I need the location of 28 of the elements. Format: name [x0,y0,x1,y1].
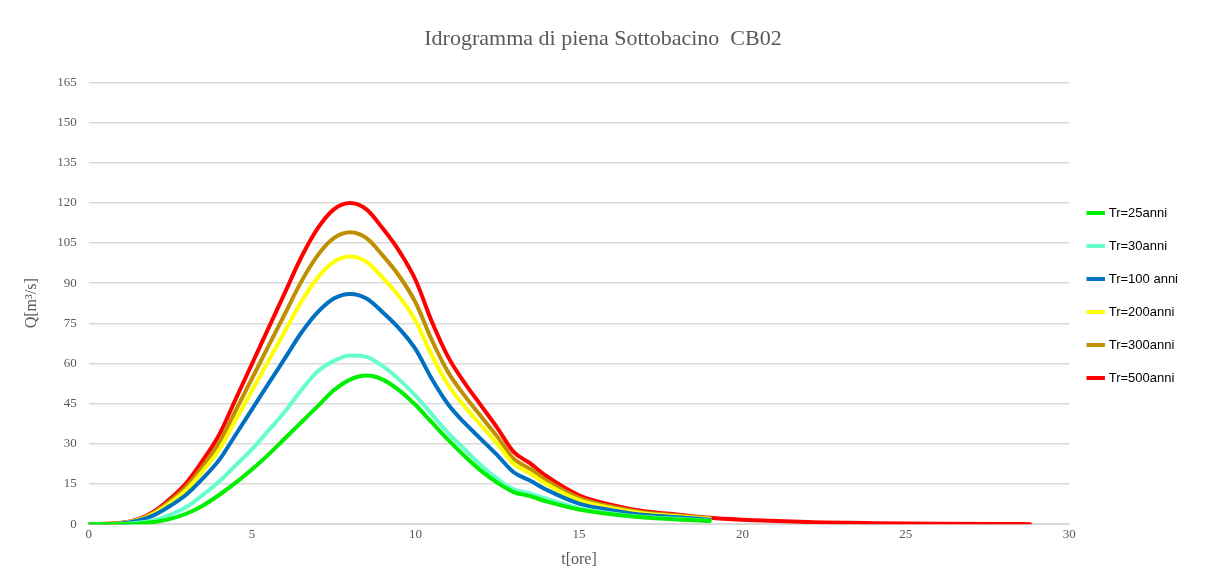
legend-label: Tr=500anni [1108,369,1175,385]
x-tick-label: 15 [572,526,586,542]
y-tick-label: 30 [63,435,77,451]
y-tick-label: 105 [57,234,77,250]
x-tick-label: 10 [409,526,423,542]
y-tick-label: 135 [57,154,77,170]
x-tick-label: 20 [735,526,749,542]
x-tick-label: 30 [1062,526,1076,542]
legend-label: Tr=100 anni [1108,270,1179,286]
x-tick-label: 5 [248,526,256,542]
x-axis-title: t[ore] [561,549,597,567]
y-tick-label: 45 [63,395,77,411]
x-tick-label: 25 [899,526,913,542]
chart-title: Idrogramma di piena Sottobacino CB02 [424,24,782,50]
x-tick-label: 0 [85,526,92,542]
legend-label: Tr=200anni [1108,303,1175,319]
y-axis-title: Q[m³/s] [21,278,39,329]
y-tick-label: 15 [63,475,77,491]
y-tick-label: 150 [57,113,77,129]
y-tick-label: 75 [63,314,77,330]
legend-label: Tr=30anni [1108,237,1168,253]
legend-label: Tr=25anni [1108,204,1168,220]
y-tick-label: 60 [63,354,77,370]
y-tick-label: 0 [70,515,77,531]
y-tick-label: 165 [57,73,77,89]
legend-label: Tr=300anni [1108,336,1175,352]
y-tick-label: 90 [63,274,77,290]
y-tick-label: 120 [57,194,77,210]
